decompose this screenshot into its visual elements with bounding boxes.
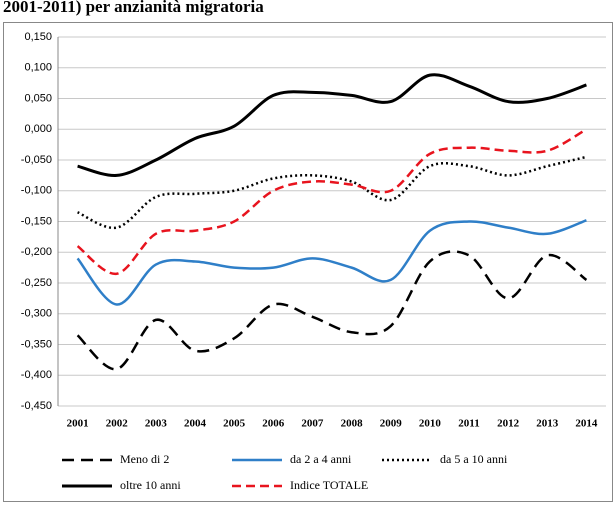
legend-label: Meno di 2	[120, 452, 169, 466]
line	[77, 155, 587, 230]
y-tick-label: -0,100	[21, 185, 52, 197]
line	[77, 73, 587, 177]
y-tick-label: -0,200	[21, 246, 52, 258]
x-tick-label: 2005	[223, 418, 246, 430]
y-tick-label: 0,100	[24, 62, 52, 74]
line	[76, 128, 588, 276]
x-tick-label: 2014	[575, 418, 598, 430]
legend-label: da 5 a 10 anni	[440, 452, 508, 466]
x-tick-label: 2012	[497, 418, 520, 430]
y-tick-label: -0,050	[21, 154, 52, 166]
y-tick-label: -0,400	[21, 369, 52, 381]
y-tick-label: 0,000	[24, 123, 52, 135]
legend-label: Indice TOTALE	[290, 478, 368, 492]
legend-label: da 2 a 4 anni	[290, 452, 352, 466]
x-tick-label: 2001	[67, 418, 89, 430]
chart-title: i 2001-2011) per anzianità migratoria	[0, 0, 264, 16]
x-tick-label: 2007	[301, 418, 324, 430]
x-tick-label: 2008	[341, 418, 364, 430]
x-tick-label: 2006	[262, 418, 285, 430]
y-tick-label: -0,150	[21, 215, 52, 227]
y-tick-label: 0,150	[24, 31, 52, 43]
chart-border	[3, 22, 613, 502]
x-tick-label: 2009	[380, 418, 403, 430]
line	[76, 219, 587, 306]
x-tick-label: 2002	[106, 418, 129, 430]
x-tick-label: 2011	[458, 418, 479, 430]
x-tick-label: 2003	[145, 418, 168, 430]
y-tick-label: 0,050	[24, 92, 52, 104]
y-tick-label: -0,350	[21, 338, 52, 350]
x-tick-label: 2004	[184, 418, 207, 430]
y-tick-label: -0,450	[21, 400, 52, 412]
line	[76, 250, 588, 371]
y-tick-label: -0,300	[21, 308, 52, 320]
legend-label: oltre 10 anni	[120, 478, 181, 492]
x-tick-label: 2013	[536, 418, 559, 430]
y-tick-label: -0,250	[21, 277, 52, 289]
x-tick-label: 2010	[419, 418, 442, 430]
